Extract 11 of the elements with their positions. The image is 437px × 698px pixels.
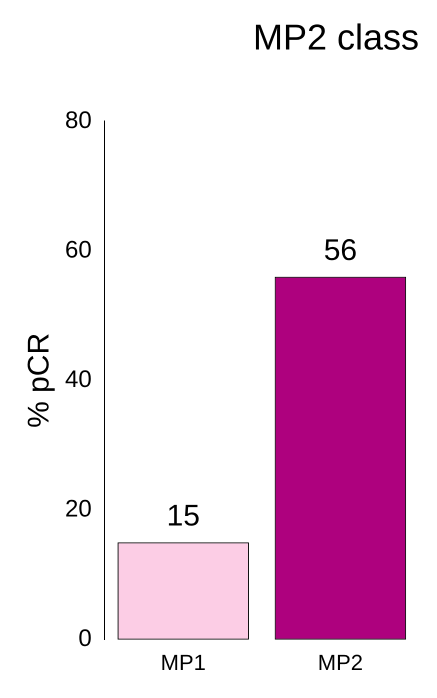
y-tick-label: 80: [64, 106, 92, 134]
chart-title: MP2 class: [252, 16, 419, 58]
y-tick-label: 60: [64, 236, 92, 264]
y-axis-title: % pCR: [22, 332, 56, 428]
data-label: 15: [166, 500, 200, 533]
x-tick-label: MP2: [318, 650, 364, 675]
y-tick-label: 40: [64, 366, 92, 394]
x-tick-label: MP1: [160, 650, 206, 675]
y-tick-label: 20: [64, 496, 92, 523]
y-tick-label: 0: [78, 625, 92, 652]
data-label: 56: [324, 234, 358, 267]
